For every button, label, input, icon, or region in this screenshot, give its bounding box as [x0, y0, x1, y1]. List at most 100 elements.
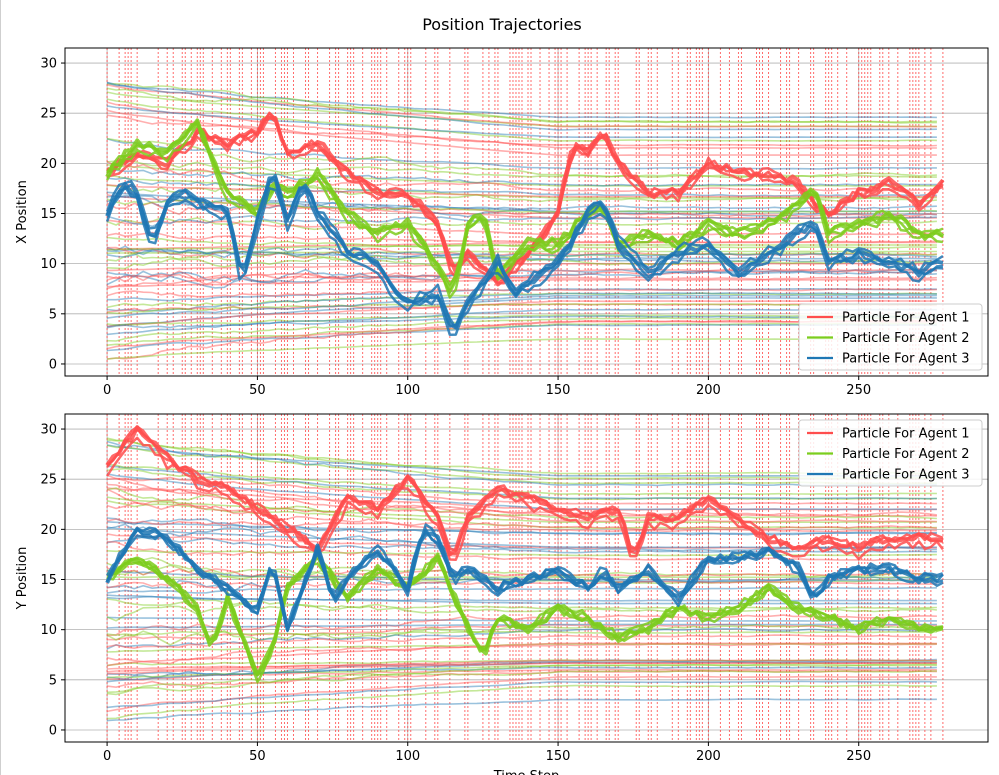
particle-line: [107, 661, 937, 683]
y-tick-label: 20: [40, 523, 57, 538]
particle-line: [107, 241, 937, 251]
x-tick-label: 50: [249, 383, 266, 398]
particle-line: [106, 299, 937, 328]
y-tick-label: 5: [49, 673, 57, 688]
x-tick-label: 150: [546, 383, 571, 398]
particle-line: [106, 496, 937, 524]
legend-label: Particle For Agent 2: [842, 447, 970, 462]
particle-line: [106, 82, 937, 131]
particle-trajectories: [106, 437, 937, 722]
particle-line: [107, 684, 937, 720]
legend-label: Particle For Agent 3: [842, 352, 970, 367]
figure-title: Position Trajectories: [422, 15, 582, 34]
axes-frame: [64, 47, 989, 377]
particle-line: [106, 642, 937, 665]
particle-line: [106, 440, 937, 487]
ticks: 0 50 100 150 200 250 0 5 10 15 20 25 30: [40, 423, 871, 764]
particle-line: [106, 84, 937, 128]
y-tick-label: 30: [40, 423, 57, 438]
particle-line: [107, 292, 937, 312]
legend-label: Particle For Agent 1: [842, 427, 970, 442]
particle-line: [107, 183, 937, 203]
particle-line: [107, 662, 937, 694]
particle-line: [107, 517, 937, 536]
particle-line: [107, 83, 937, 124]
particle-line: [107, 174, 937, 199]
particle-line: [107, 487, 937, 511]
y-tick-label: 30: [40, 57, 57, 72]
particle-line: [106, 473, 937, 511]
y-tick-label: 25: [40, 473, 57, 488]
particle-line: [107, 668, 937, 681]
particle-line: [107, 698, 937, 722]
x-tick-label: 100: [395, 383, 420, 398]
particle-line: [106, 101, 937, 149]
particle-line: [107, 575, 937, 579]
x-tick-label: 50: [249, 749, 266, 764]
particle-line: [106, 137, 937, 179]
particle-line: [107, 184, 937, 198]
x-tick-label: 0: [103, 383, 111, 398]
particle-line: [107, 659, 937, 667]
y-tick-label: 0: [49, 357, 57, 372]
y-tick-label: 25: [40, 107, 57, 122]
particle-line: [107, 658, 937, 681]
window-edge: [0, 0, 1, 775]
x-position-subplot: 0 50 100 150 200 250 0 5 10 15 20 25 30 X Position Par…: [15, 47, 989, 398]
series-line-agent-3: [105, 185, 943, 336]
particle-line: [106, 109, 937, 157]
particle-line: [106, 474, 937, 505]
particle-line: [106, 642, 937, 667]
series-line-agent-1: [106, 428, 944, 556]
x-tick-label: 200: [696, 749, 721, 764]
particle-line: [106, 502, 937, 531]
particle-line: [106, 138, 937, 170]
y-tick-label: 15: [40, 573, 57, 588]
y-tick-label: 0: [49, 723, 57, 738]
legend-box: [798, 303, 983, 371]
particle-line: [107, 467, 937, 501]
series-line-agent-1: [106, 436, 944, 562]
particle-line: [107, 669, 937, 696]
ticks: 0 50 100 150 200 250 0 5 10 15 20 25 30: [40, 57, 871, 398]
x-axis-label: Time Step: [493, 769, 560, 775]
particle-line: [107, 662, 937, 675]
x-tick-label: 250: [846, 383, 871, 398]
particle-line: [106, 296, 937, 328]
x-tick-label: 150: [546, 749, 571, 764]
particle-line: [107, 661, 937, 670]
particle-line: [106, 488, 937, 517]
y-position-subplot: 0 50 100 150 200 250 0 5 10 15 20 25 30 Y Position Tim…: [15, 413, 989, 775]
agent-series: [105, 425, 944, 684]
x-tick-label: 200: [696, 383, 721, 398]
legend-label: Particle For Agent 1: [842, 311, 970, 326]
y-tick-label: 10: [40, 257, 57, 272]
particle-line: [107, 158, 937, 179]
particle-line: [107, 521, 937, 535]
y-tick-label: 15: [40, 207, 57, 222]
series-line-agent-3: [105, 173, 944, 329]
particle-line: [106, 268, 937, 284]
particle-line: [106, 114, 937, 147]
particle-line: [107, 569, 937, 582]
particle-line: [107, 302, 937, 315]
particle-line: [106, 302, 937, 313]
legend: Particle For Agent 1 Particle For Agent 2…: [798, 303, 983, 371]
particle-line: [107, 616, 937, 622]
particle-line: [106, 105, 937, 139]
particle-line: [106, 87, 937, 124]
particle-line: [107, 669, 937, 689]
particle-line: [107, 541, 937, 562]
particle-line: [107, 278, 937, 288]
x-tick-label: 250: [846, 749, 871, 764]
particle-line: [106, 587, 937, 594]
particle-line: [106, 81, 937, 119]
x-tick-label: 0: [103, 749, 111, 764]
axes-frame: [64, 413, 989, 743]
particle-line: [107, 614, 937, 637]
y-tick-label: 10: [40, 623, 57, 638]
y-axis-label: X Position: [15, 180, 30, 244]
particle-line: [107, 630, 937, 637]
series-line-agent-3: [105, 530, 944, 632]
